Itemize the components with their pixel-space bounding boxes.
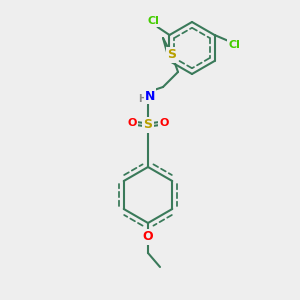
Text: Cl: Cl — [148, 16, 159, 26]
Text: H: H — [138, 94, 146, 104]
Text: O: O — [127, 118, 137, 128]
Text: O: O — [159, 118, 169, 128]
Text: O: O — [143, 230, 153, 244]
Text: Cl: Cl — [229, 40, 241, 50]
Text: N: N — [145, 89, 155, 103]
Text: S: S — [143, 118, 152, 131]
Text: S: S — [167, 49, 176, 62]
